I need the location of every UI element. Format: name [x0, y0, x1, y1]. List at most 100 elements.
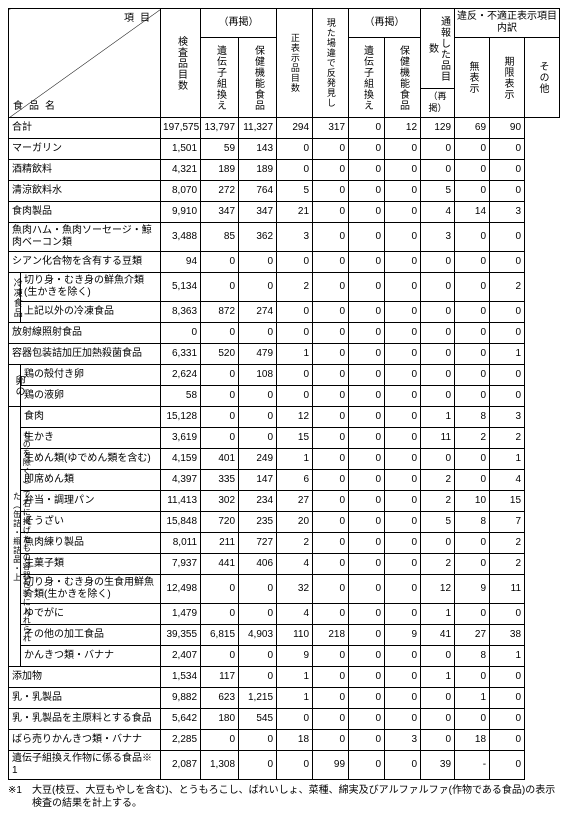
table-row: 合計197,57513,79711,3272943170121296990 [9, 118, 560, 139]
row-label: 魚肉練り製品 [21, 533, 161, 554]
data-cell: 32 [277, 575, 313, 604]
data-cell: 0 [421, 160, 455, 181]
data-cell: 2 [277, 273, 313, 302]
data-cell: 764 [239, 181, 277, 202]
data-cell: 41 [421, 625, 455, 646]
table-row: 冷凍食品切り身・むき身の鮮魚介類(生かきを除く)5,134002000002 [9, 273, 560, 302]
data-cell: 2 [421, 470, 455, 491]
data-cell: 294 [277, 118, 313, 139]
data-cell: 0 [385, 323, 421, 344]
table-row: 乳・乳製品9,8826231,2151000010 [9, 688, 560, 709]
data-cell: 0 [313, 365, 349, 386]
data-cell: 0 [349, 139, 385, 160]
data-cell: 59 [201, 139, 239, 160]
data-cell: 58 [161, 386, 201, 407]
data-cell: 0 [490, 302, 525, 323]
data-cell: 0 [455, 533, 490, 554]
data-cell: 0 [421, 252, 455, 273]
data-cell: 0 [349, 625, 385, 646]
data-cell: 1 [277, 688, 313, 709]
data-cell: 727 [239, 533, 277, 554]
row-label: マーガリン [9, 139, 161, 160]
data-cell: 218 [313, 625, 349, 646]
data-cell: 2 [490, 533, 525, 554]
data-cell: 18 [277, 730, 313, 751]
data-cell: 0 [455, 604, 490, 625]
data-cell: 0 [385, 223, 421, 252]
data-cell: 0 [313, 512, 349, 533]
data-cell: 0 [349, 302, 385, 323]
data-cell: 0 [490, 604, 525, 625]
data-cell: - [455, 751, 490, 780]
data-cell: 0 [349, 160, 385, 181]
data-cell: 479 [239, 344, 277, 365]
data-cell: 3 [490, 202, 525, 223]
row-label: ゆでがに [21, 604, 161, 625]
data-cell: 8 [455, 646, 490, 667]
col-health-1: 保健機能食品 [239, 38, 277, 118]
data-cell: 0 [385, 202, 421, 223]
data-cell: 0 [313, 252, 349, 273]
data-cell: 0 [277, 365, 313, 386]
table-row: 卵の鶏の殻付き卵2,62401080000000 [9, 365, 560, 386]
data-cell: 9 [385, 625, 421, 646]
data-cell: 0 [313, 533, 349, 554]
row-label: かんきつ類・バナナ [21, 646, 161, 667]
data-cell: 3,619 [161, 428, 201, 449]
data-cell: 211 [201, 533, 239, 554]
data-cell: 15 [277, 428, 313, 449]
table-row: 放射線照射食品0000000000 [9, 323, 560, 344]
data-cell: 3 [490, 407, 525, 428]
col-nolabel: 無表示 [455, 38, 490, 118]
table-row: ばら売りかんきつ類・バナナ2,28500180030180 [9, 730, 560, 751]
table-row: 遺伝子組換え作物に係る食品※12,0871,30800990039-0 [9, 751, 560, 780]
data-cell: 0 [349, 449, 385, 470]
data-cell: 520 [201, 344, 239, 365]
data-cell: 9,910 [161, 202, 201, 223]
data-cell: 0 [313, 667, 349, 688]
data-cell: 0 [490, 751, 525, 780]
footnote-marker: ※1 [8, 784, 32, 810]
table-row: 即席めん類4,3973351476000204 [9, 470, 560, 491]
data-cell: 5 [421, 181, 455, 202]
row-label: 合計 [9, 118, 161, 139]
data-cell: 0 [239, 730, 277, 751]
data-cell: 1 [490, 344, 525, 365]
data-cell: 0 [313, 449, 349, 470]
data-cell: 0 [239, 604, 277, 625]
data-cell: 0 [313, 688, 349, 709]
table-row: 生めん類(ゆでめん類を含む)4,1594012491000001 [9, 449, 560, 470]
data-cell: 1,215 [239, 688, 277, 709]
col-breakdown: 違反・不適正表示項目内訳 [455, 9, 560, 38]
data-cell: 0 [421, 449, 455, 470]
data-cell: 0 [161, 323, 201, 344]
data-cell: 347 [239, 202, 277, 223]
data-cell: 1,308 [201, 751, 239, 780]
data-cell: 38 [490, 625, 525, 646]
corner-header: 項目 食品名 [9, 9, 161, 118]
data-cell: 2 [490, 554, 525, 575]
data-cell: 0 [385, 512, 421, 533]
data-cell: 0 [201, 730, 239, 751]
data-cell: 0 [349, 604, 385, 625]
data-cell: 4,903 [239, 625, 277, 646]
table-row: ものを除く。）で右に掲げたもの容器包装に入れられた（缶詰・瓶詰品・上食肉15,1… [9, 407, 560, 428]
data-cell: 0 [385, 604, 421, 625]
data-cell: 0 [239, 575, 277, 604]
data-cell: 5 [277, 181, 313, 202]
data-cell: 317 [313, 118, 349, 139]
data-cell: 27 [455, 625, 490, 646]
data-cell: 0 [385, 386, 421, 407]
data-cell: 872 [201, 302, 239, 323]
data-cell: 2,407 [161, 646, 201, 667]
data-cell: 0 [421, 273, 455, 302]
data-cell: 11 [421, 428, 455, 449]
data-cell: 0 [490, 181, 525, 202]
data-cell: 0 [201, 323, 239, 344]
data-cell: 0 [313, 575, 349, 604]
data-cell: 0 [277, 252, 313, 273]
table-row: ゆでがに1,479004000100 [9, 604, 560, 625]
data-cell: 85 [201, 223, 239, 252]
data-cell: 0 [455, 554, 490, 575]
data-cell: 0 [385, 139, 421, 160]
